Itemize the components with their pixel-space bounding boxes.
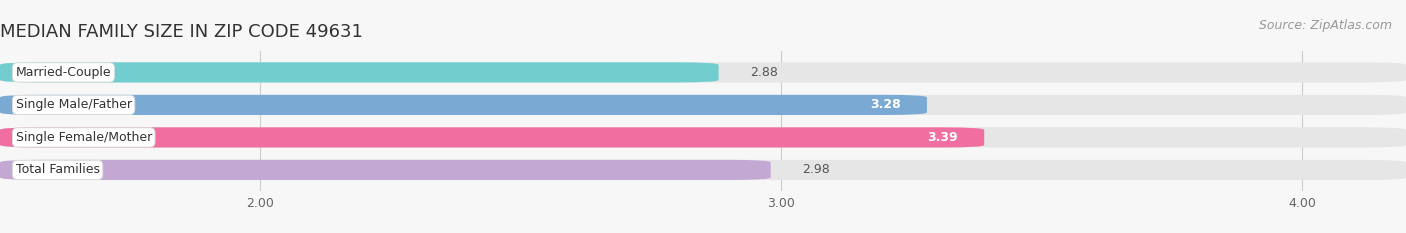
Text: MEDIAN FAMILY SIZE IN ZIP CODE 49631: MEDIAN FAMILY SIZE IN ZIP CODE 49631	[0, 23, 363, 41]
Text: Total Families: Total Families	[15, 163, 100, 176]
FancyBboxPatch shape	[0, 127, 984, 147]
FancyBboxPatch shape	[0, 160, 770, 180]
FancyBboxPatch shape	[0, 127, 1406, 147]
Text: 2.88: 2.88	[749, 66, 778, 79]
Text: Source: ZipAtlas.com: Source: ZipAtlas.com	[1258, 19, 1392, 32]
Text: 3.28: 3.28	[870, 98, 901, 111]
Text: Single Male/Father: Single Male/Father	[15, 98, 132, 111]
FancyBboxPatch shape	[0, 62, 718, 82]
FancyBboxPatch shape	[0, 160, 1406, 180]
Text: Single Female/Mother: Single Female/Mother	[15, 131, 152, 144]
Text: 2.98: 2.98	[801, 163, 830, 176]
Text: Married-Couple: Married-Couple	[15, 66, 111, 79]
FancyBboxPatch shape	[0, 62, 1406, 82]
FancyBboxPatch shape	[0, 95, 927, 115]
FancyBboxPatch shape	[0, 95, 1406, 115]
Text: 3.39: 3.39	[928, 131, 957, 144]
